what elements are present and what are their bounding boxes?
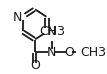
- Text: N: N: [13, 11, 22, 24]
- Text: O: O: [30, 59, 40, 72]
- Text: O: O: [64, 46, 74, 59]
- Text: N: N: [47, 25, 56, 38]
- Text: CH3: CH3: [39, 25, 65, 38]
- Text: CH3: CH3: [80, 46, 106, 59]
- Text: N: N: [47, 46, 56, 59]
